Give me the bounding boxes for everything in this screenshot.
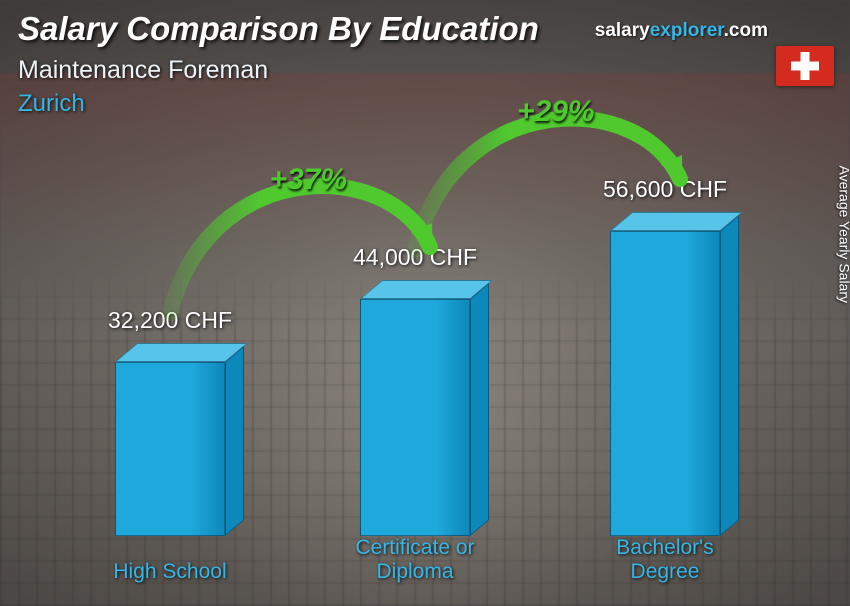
bar-front <box>610 231 720 536</box>
bar: 44,000 CHFCertificate orDiploma <box>360 299 480 536</box>
bar: 32,200 CHFHigh School <box>115 362 235 536</box>
infographic-container: Salary Comparison By Education Maintenan… <box>0 0 850 606</box>
bar-side <box>470 283 489 536</box>
bar-front <box>115 362 225 536</box>
increase-percent-label: +37% <box>270 163 348 197</box>
switzerland-flag-icon <box>776 46 834 86</box>
increase-percent-label: +29% <box>517 95 595 129</box>
bar-category-label: Certificate orDiploma <box>305 536 525 584</box>
bar-front <box>360 299 470 536</box>
bar-chart: 32,200 CHFHigh School44,000 CHFCertifica… <box>40 144 790 584</box>
brand-logo-text: salaryexplorer.com <box>595 20 768 42</box>
bar-side <box>720 215 739 536</box>
chart-location: Zurich <box>18 90 85 118</box>
bar-side <box>225 346 244 536</box>
bar-category-label: High School <box>60 560 280 584</box>
bar: 56,600 CHFBachelor'sDegree <box>610 231 730 536</box>
bar-category-label: Bachelor'sDegree <box>555 536 775 584</box>
brand-mid: explorer <box>650 20 724 41</box>
bar-value-label: 44,000 CHF <box>305 244 525 271</box>
bar-top <box>610 212 743 231</box>
brand-prefix: salary <box>595 20 650 41</box>
brand-suffix: .com <box>724 20 768 41</box>
bar-value-label: 32,200 CHF <box>60 307 280 334</box>
y-axis-label: Average Yearly Salary <box>836 166 850 304</box>
bar-top <box>360 280 493 299</box>
bar-top <box>115 343 248 362</box>
chart-title: Salary Comparison By Education <box>18 10 539 48</box>
bar-value-label: 56,600 CHF <box>555 176 775 203</box>
chart-subtitle: Maintenance Foreman <box>18 56 268 85</box>
